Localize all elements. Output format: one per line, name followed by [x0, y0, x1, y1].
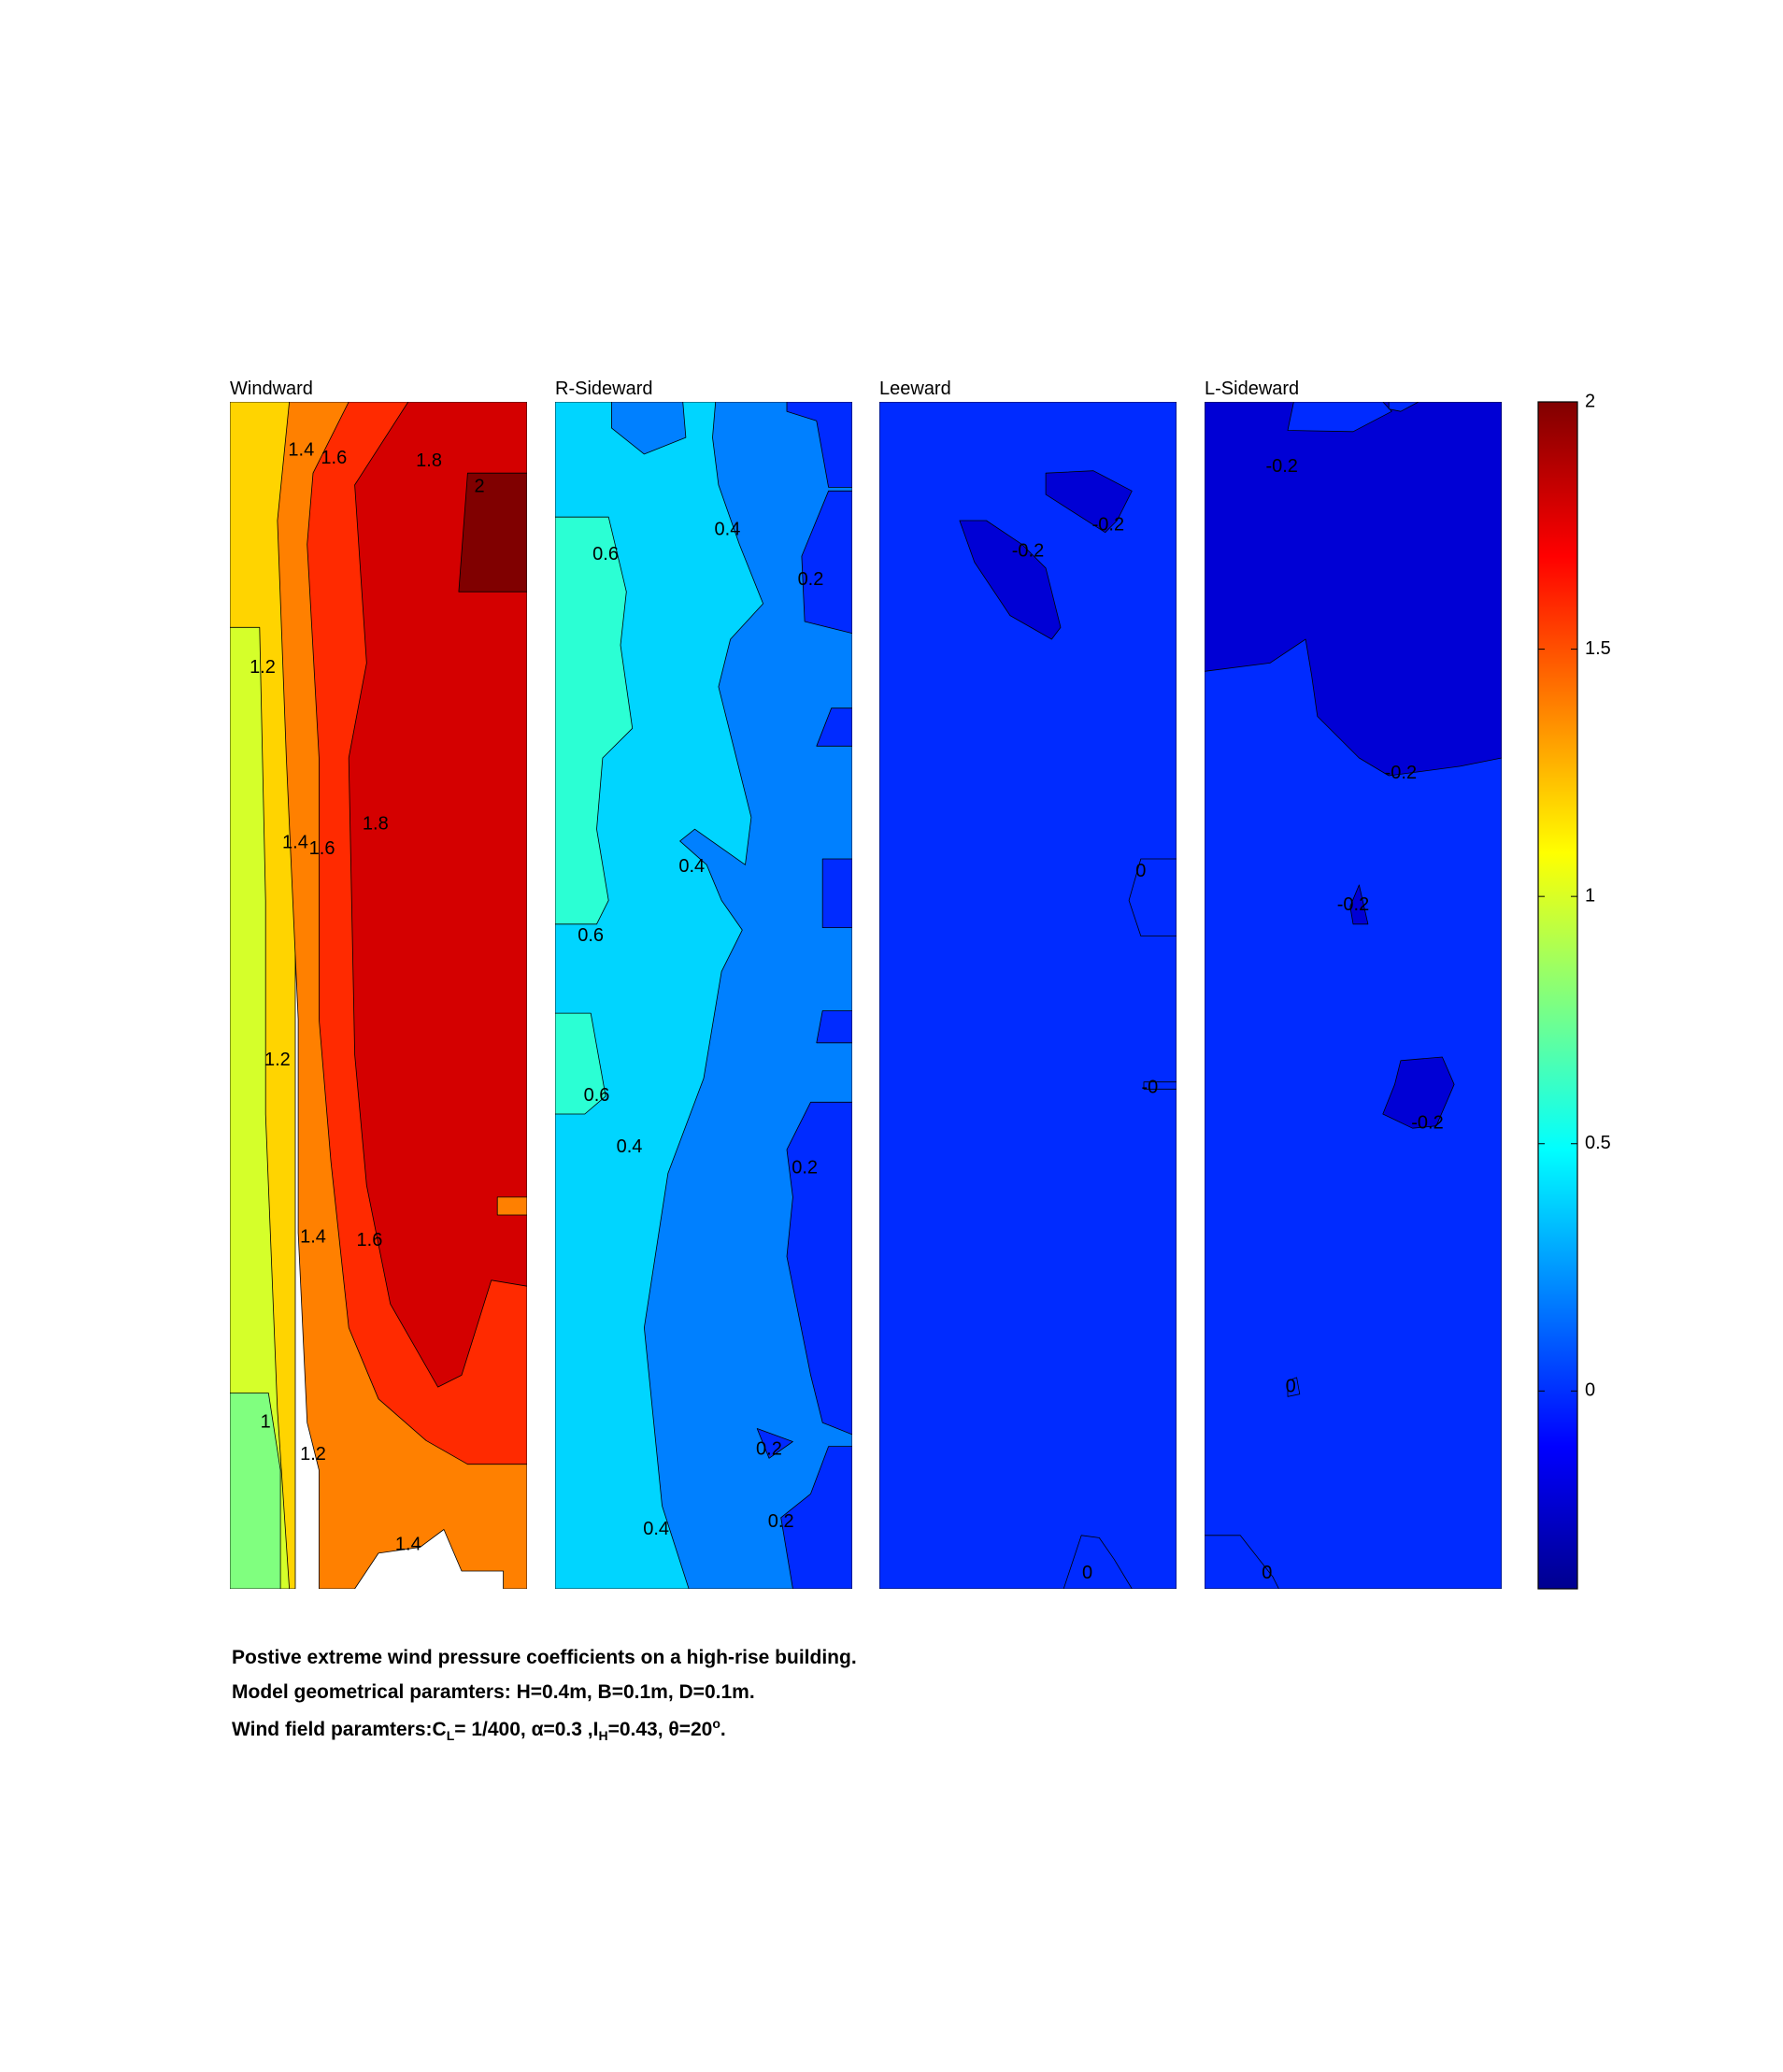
contour-panels: 1.4 1.6 1.821.21.4 1.61.81.21.4 1.611.21.4Wi…	[230, 379, 1502, 1589]
contour-label: 0.6	[584, 1085, 610, 1106]
contour-region	[1388, 402, 1419, 412]
caption-line-3-mid2: =0.43, θ=20	[607, 1719, 713, 1740]
contour-label: 0	[1082, 1563, 1092, 1583]
contour-label: 1.4	[288, 439, 314, 460]
contour-label: -0	[1141, 1077, 1158, 1097]
contour-region	[780, 1446, 852, 1589]
panel-regions	[1205, 402, 1502, 1589]
colorbar: 0 0.5 1 1.5 2	[1537, 391, 1611, 1590]
panel-title: Windward	[230, 379, 313, 399]
contour-label: 0.6	[592, 544, 619, 564]
contour-region	[879, 402, 1177, 1589]
colorbar-tick-label: 0.5	[1585, 1133, 1611, 1153]
colorbar-tick-label: 0	[1585, 1380, 1595, 1401]
contour-label: 0	[1262, 1563, 1272, 1583]
contour-region	[555, 516, 634, 925]
contour-label: 1.2	[250, 657, 276, 678]
contour-label: 0.2	[756, 1439, 782, 1460]
contour-label: 0.2	[768, 1511, 794, 1532]
contour-label: 0.4	[715, 519, 741, 539]
contour-region	[1382, 1056, 1455, 1129]
contour-label: 1.8	[416, 450, 442, 471]
contour-label: -0.2	[1385, 763, 1417, 783]
contour-region	[959, 520, 1062, 640]
contour-region	[555, 1012, 606, 1115]
caption-line-3: Wind field paramters:CL= 1/400, α=0.3 ,I…	[232, 1716, 726, 1743]
contour-region	[1287, 1377, 1301, 1397]
contour-label: -0.2	[1012, 540, 1044, 561]
contour-label: -0.2	[1265, 456, 1297, 477]
contour-label: 0.2	[792, 1158, 818, 1179]
contour-region	[1205, 402, 1502, 777]
colorbar-gradient	[1537, 401, 1578, 1590]
contour-region	[816, 707, 852, 747]
caption-line-3-sub-l: L	[446, 1728, 455, 1744]
contour-label: 0.6	[578, 925, 604, 946]
contour-region	[1063, 1535, 1133, 1589]
contour-region	[230, 1393, 281, 1589]
caption-line-3-end: .	[720, 1719, 726, 1740]
contour-region	[496, 1196, 527, 1216]
contour-region	[1205, 1535, 1279, 1589]
contour-region	[801, 490, 852, 634]
contour-region	[756, 1428, 793, 1459]
contour-label: 0.2	[798, 569, 824, 590]
contour-region	[1143, 1081, 1177, 1090]
contour-region	[1045, 470, 1133, 534]
contour-region	[1349, 884, 1369, 925]
panel-title: Leeward	[879, 379, 951, 399]
contour-label: 1.6	[309, 838, 335, 859]
caption-line-3-sup: o	[712, 1716, 720, 1731]
contour-label: -0.2	[1092, 514, 1124, 535]
panel-leeward: -0.2 -0.2 0 -0 0 Leeward	[879, 379, 1177, 1589]
panel-regions	[555, 402, 852, 1589]
contour-label: 1.6	[321, 448, 347, 468]
caption-line-3-prefix: Wind field paramters:C	[232, 1719, 447, 1740]
contour-label: 0	[1286, 1376, 1296, 1396]
contour-region	[821, 858, 852, 928]
contour-label: 1.8	[363, 813, 389, 834]
contour-region	[816, 1010, 852, 1044]
contour-label: 1.2	[264, 1050, 291, 1070]
contour-label: 1.2	[300, 1444, 326, 1465]
caption-line-1: Postive extreme wind pressure coefficien…	[232, 1647, 857, 1668]
colorbar-tick-label: 1	[1585, 885, 1595, 906]
contour-region	[786, 1101, 852, 1436]
contour-label: 0.4	[678, 856, 705, 877]
contour-label: 0.4	[643, 1519, 669, 1539]
contour-label: 0	[1135, 861, 1146, 881]
contour-label: 1.4	[395, 1534, 421, 1554]
contour-label: 2	[475, 477, 485, 497]
caption-line-3-sub-h: H	[598, 1728, 608, 1744]
panel-l-sideward: -0.2 -0.2 -0.2 -0.2 0 0 L-Sideward	[1205, 379, 1502, 1589]
colorbar-tick-label: 2	[1585, 391, 1595, 411]
contour-label: 0.4	[617, 1136, 643, 1157]
contour-region	[1128, 858, 1177, 936]
panel-r-sideward: 0.6 0.4 0.2 0.4 0.6 0.6 0.4 0.2 0.2 0.4 0.2 R-Sidew…	[555, 379, 852, 1589]
contour-label: 1.4	[282, 833, 308, 853]
contour-region	[348, 402, 527, 1388]
colorbar-tick-label: 1.5	[1585, 638, 1611, 659]
contour-region	[458, 472, 527, 593]
contour-region	[786, 402, 852, 488]
contour-label: 1.6	[357, 1230, 383, 1250]
contour-label: -0.2	[1411, 1112, 1443, 1133]
caption-line-2: Model geometrical paramters: H=0.4m, B=0…	[232, 1681, 755, 1703]
panel-regions	[879, 402, 1177, 1589]
contour-region	[611, 402, 687, 455]
contour-region	[230, 626, 291, 1589]
contour-label: 1	[261, 1411, 271, 1432]
caption-line-3-mid: = 1/400, α=0.3 ,I	[454, 1719, 599, 1740]
panel-title: L-Sideward	[1205, 379, 1299, 399]
panel-windward: 1.4 1.6 1.821.21.4 1.61.81.21.4 1.611.21.4Wi…	[230, 379, 527, 1589]
contour-label: -0.2	[1337, 894, 1369, 915]
panel-title: R-Sideward	[555, 379, 652, 399]
panel-regions	[230, 402, 527, 1589]
contour-label: 1.4	[300, 1226, 326, 1247]
